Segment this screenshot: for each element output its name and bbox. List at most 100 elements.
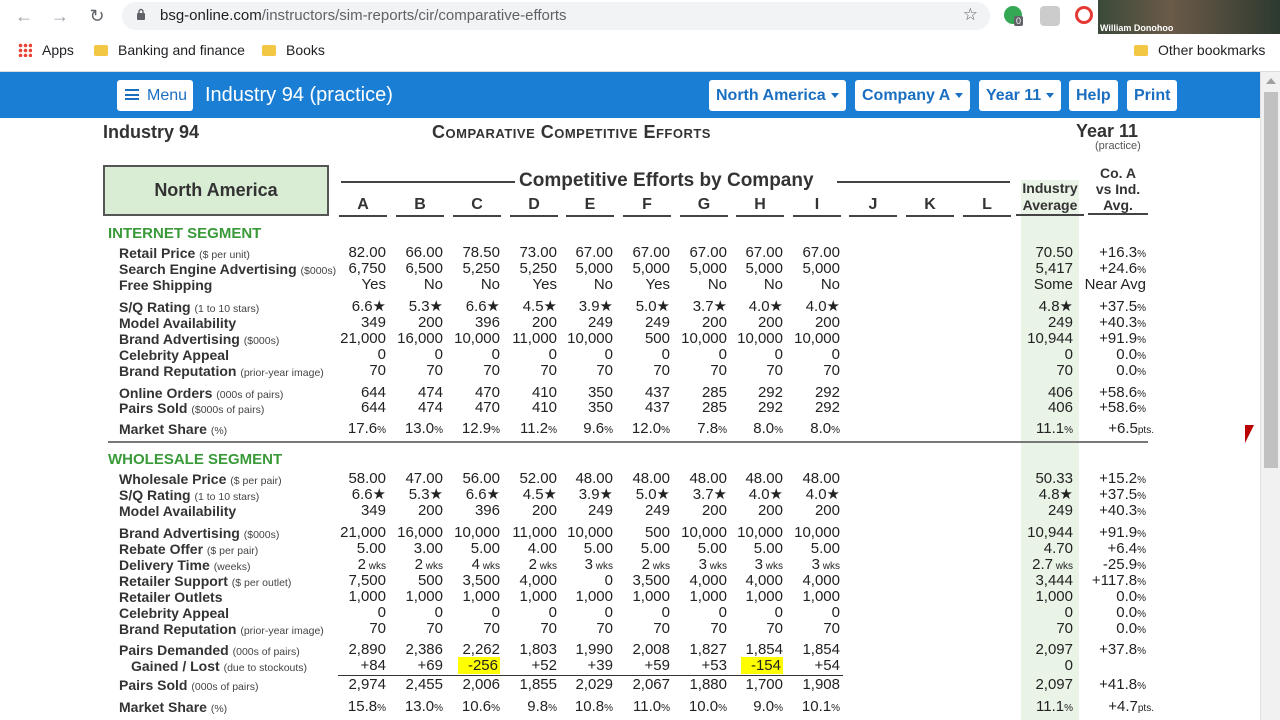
cell-value: 0 bbox=[661, 346, 670, 363]
cell-company-e: 10.8% bbox=[559, 699, 613, 717]
cell-value: 2,262 bbox=[462, 641, 500, 658]
cell-company-d: 4.5★ bbox=[503, 487, 557, 503]
cmp-value: +6.5 bbox=[1108, 420, 1138, 437]
cell-company-e: 0 bbox=[559, 573, 613, 589]
cell-value: 4,000 bbox=[745, 572, 783, 589]
cell-company-d: 200 bbox=[503, 503, 557, 519]
cell-value: 9.0 bbox=[753, 698, 775, 715]
section-title: Competitive Efforts by Company bbox=[517, 170, 816, 192]
report-industry: Industry 94 bbox=[103, 122, 200, 142]
cell-company-f: 249 bbox=[616, 503, 670, 519]
cell-value: 6.6★ bbox=[351, 298, 386, 315]
industry-title: Industry 94 (practice) bbox=[205, 84, 393, 106]
table-row: Brand Advertising ($000s) 21,000 16,000 10,… bbox=[0, 330, 1260, 348]
reload-icon[interactable]: ↻ bbox=[89, 6, 105, 26]
forward-arrow-icon[interactable]: → bbox=[51, 6, 69, 26]
bookmark-apps[interactable]: Apps bbox=[18, 42, 74, 58]
cell-company-e: 70 bbox=[559, 621, 613, 637]
scroll-up-icon[interactable] bbox=[1266, 78, 1276, 84]
row-unit: ($000s) bbox=[300, 265, 337, 277]
bookmark-books[interactable]: Books bbox=[262, 42, 325, 58]
row-label-text: Search Engine Advertising bbox=[119, 261, 297, 277]
cell-company-a: 0 bbox=[332, 605, 386, 621]
avg-value: 10,944 bbox=[1027, 330, 1073, 347]
cell-company-a: 6.6★ bbox=[332, 299, 386, 315]
region-dropdown[interactable]: North America bbox=[709, 80, 846, 111]
cell-unit: % bbox=[377, 425, 386, 436]
region-box: North America bbox=[103, 165, 329, 216]
company-dropdown[interactable]: Company A bbox=[855, 80, 971, 111]
cell-value: +39 bbox=[587, 657, 613, 674]
cell-value: 1,854 bbox=[745, 641, 783, 658]
cmp-unit: % bbox=[1137, 507, 1146, 518]
address-bar[interactable]: bsg-online.com/instructors/sim-reports/c… bbox=[122, 2, 990, 30]
cell-company-i: 10,000 bbox=[786, 331, 840, 347]
column-header-d: D bbox=[510, 196, 558, 217]
table-row: Gained / Lost (due to stockouts) +84 +69 -2… bbox=[0, 657, 1260, 674]
cell-value: 0 bbox=[604, 572, 613, 589]
print-button[interactable]: Print bbox=[1127, 80, 1178, 111]
bookmark-star-icon[interactable]: ☆ bbox=[962, 5, 978, 24]
cell-unit: wks bbox=[366, 561, 386, 572]
bookmark-other[interactable]: Other bookmarks bbox=[1134, 42, 1265, 58]
cmp-unit: % bbox=[1137, 593, 1146, 604]
column-header-i: I bbox=[793, 196, 841, 217]
row-label: Delivery Time (weeks) bbox=[119, 557, 250, 575]
cell-value: 2,067 bbox=[632, 676, 670, 693]
cell-company-b: +69 bbox=[389, 658, 443, 674]
cell-value: 0 bbox=[774, 604, 783, 621]
cell-company-c: 70 bbox=[446, 363, 500, 379]
cell-value: 5.00 bbox=[356, 540, 386, 557]
cell-value: 200 bbox=[417, 314, 443, 331]
cell-company-b: 3.00 bbox=[389, 541, 443, 557]
cell-value: 500 bbox=[644, 524, 670, 541]
column-header-f: F bbox=[623, 196, 671, 217]
scrollbar-thumb[interactable] bbox=[1264, 92, 1278, 468]
cell-company-d: 70 bbox=[503, 363, 557, 379]
cell-value: 4.0★ bbox=[805, 486, 840, 503]
table-row: Celebrity Appeal 0 0 0 0 0 0 0 0 0 0 0.0% bbox=[0, 604, 1260, 622]
cell-value: 70 bbox=[823, 620, 840, 637]
cell-value: 4,000 bbox=[689, 572, 727, 589]
extension-icon[interactable] bbox=[1040, 6, 1060, 26]
cell-company-d: 11,000 bbox=[503, 525, 557, 541]
back-arrow-icon[interactable]: ← bbox=[15, 6, 33, 26]
cell-value: 500 bbox=[644, 330, 670, 347]
bookmark-banking[interactable]: Banking and finance bbox=[94, 42, 245, 58]
page-scrollbar[interactable] bbox=[1260, 72, 1280, 720]
cell-company-c: 5,250 bbox=[446, 261, 500, 277]
cell-value: 5.3★ bbox=[408, 298, 443, 315]
table-row: Celebrity Appeal 0 0 0 0 0 0 0 0 0 0 0.0% bbox=[0, 346, 1260, 364]
cell-company-a: 17.6% bbox=[332, 421, 386, 439]
cell-vs-average: +37.8% bbox=[1074, 642, 1146, 660]
table-row: Delivery Time (weeks) 2 wks 2 wks 4 wks 2 wk… bbox=[0, 557, 1260, 575]
extension-swirl-icon[interactable] bbox=[1075, 6, 1093, 24]
cmp-unit: % bbox=[1137, 249, 1146, 260]
row-label-text: Delivery Time bbox=[119, 557, 210, 573]
cell-value: 4.0★ bbox=[748, 486, 783, 503]
cell-value: 1,000 bbox=[462, 588, 500, 605]
help-button[interactable]: Help bbox=[1069, 80, 1118, 111]
table-row: S/Q Rating (1 to 10 stars) 6.6★ 5.3★ 6.6★ 4.… bbox=[0, 486, 1260, 504]
cell-vs-average: +41.8% bbox=[1074, 677, 1146, 695]
cell-value: 10,000 bbox=[737, 330, 783, 347]
row-label: Pairs Sold ($000s of pairs) bbox=[119, 400, 264, 418]
cell-company-c: 396 bbox=[446, 503, 500, 519]
menu-button[interactable]: Menu bbox=[117, 80, 193, 111]
industry-average-header: Industry Average bbox=[1016, 180, 1084, 216]
cell-unit: wks bbox=[820, 561, 840, 572]
year-dropdown[interactable]: Year 11 bbox=[979, 80, 1062, 111]
avg-value: 3,444 bbox=[1035, 572, 1073, 589]
cell-value: 16,000 bbox=[397, 330, 443, 347]
cell-company-g: 67.00 bbox=[673, 245, 727, 261]
cell-unit: wks bbox=[763, 561, 783, 572]
cell-value: 249 bbox=[587, 502, 613, 519]
table-row: Model Availability 349 200 396 200 249 249 200 2… bbox=[0, 502, 1260, 520]
cell-value: 5.00 bbox=[640, 540, 670, 557]
cell-value: 1,855 bbox=[519, 676, 557, 693]
apps-grid-icon bbox=[18, 43, 32, 57]
cell-value: 7.8 bbox=[697, 420, 719, 437]
cell-company-h: 67.00 bbox=[729, 245, 783, 261]
cell-company-h: 1,000 bbox=[729, 589, 783, 605]
title-rule bbox=[837, 181, 1010, 183]
